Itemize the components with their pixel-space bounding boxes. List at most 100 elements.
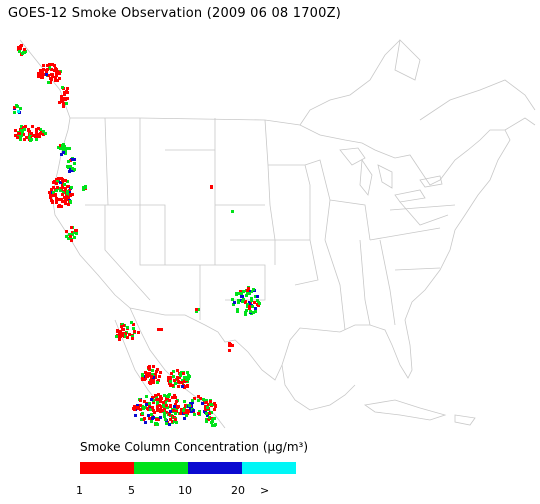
smoke-pixel bbox=[179, 412, 182, 415]
smoke-pixel bbox=[58, 101, 61, 104]
smoke-pixel bbox=[150, 398, 153, 401]
smoke-pixel bbox=[130, 321, 133, 324]
smoke-pixel bbox=[185, 378, 188, 381]
smoke-pixel bbox=[46, 64, 49, 67]
smoke-pixel bbox=[167, 394, 170, 397]
smoke-pixel bbox=[189, 402, 192, 405]
smoke-pixel bbox=[183, 417, 186, 420]
smoke-pixel bbox=[39, 128, 42, 131]
smoke-pixel bbox=[248, 307, 251, 310]
smoke-pixel bbox=[190, 410, 193, 413]
smoke-pixel bbox=[165, 404, 168, 407]
smoke-pixel bbox=[171, 420, 174, 423]
legend-tick-10: 10 bbox=[178, 484, 192, 497]
smoke-pixel bbox=[152, 416, 155, 419]
smoke-pixel bbox=[145, 403, 148, 406]
smoke-pixel bbox=[163, 415, 166, 418]
smoke-pixel bbox=[245, 294, 248, 297]
smoke-pixel bbox=[150, 413, 153, 416]
smoke-pixel bbox=[44, 132, 47, 135]
smoke-pixel bbox=[239, 299, 242, 302]
smoke-pixel bbox=[64, 199, 67, 202]
smoke-pixel bbox=[237, 299, 240, 302]
smoke-pixel bbox=[158, 375, 161, 378]
smoke-pixel bbox=[63, 196, 66, 199]
legend-color-bar bbox=[80, 462, 296, 474]
smoke-pixel bbox=[183, 380, 186, 383]
smoke-pixel bbox=[157, 393, 160, 396]
smoke-pixel bbox=[173, 420, 176, 423]
smoke-pixel bbox=[176, 376, 179, 379]
smoke-pixel bbox=[258, 302, 261, 305]
smoke-pixel bbox=[69, 165, 72, 168]
smoke-pixel bbox=[228, 342, 231, 345]
smoke-pixel bbox=[71, 167, 74, 170]
smoke-pixel bbox=[71, 193, 74, 196]
smoke-pixel bbox=[50, 68, 53, 71]
smoke-pixel bbox=[236, 310, 239, 313]
smoke-pixel bbox=[37, 127, 40, 130]
smoke-pixel bbox=[156, 398, 159, 401]
smoke-pixel bbox=[176, 369, 179, 372]
smoke-pixel bbox=[73, 158, 76, 161]
smoke-pixel bbox=[168, 412, 171, 415]
smoke-pixel bbox=[82, 186, 85, 189]
smoke-pixel bbox=[49, 81, 52, 84]
smoke-pixel bbox=[50, 188, 53, 191]
smoke-pixel bbox=[152, 376, 155, 379]
smoke-pixel bbox=[162, 401, 165, 404]
smoke-pixel bbox=[59, 205, 62, 208]
smoke-pixel bbox=[55, 72, 58, 75]
smoke-pixel bbox=[73, 236, 76, 239]
smoke-pixel bbox=[58, 72, 61, 75]
smoke-pixel bbox=[137, 407, 140, 410]
smoke-pixel bbox=[253, 301, 256, 304]
smoke-pixel bbox=[55, 178, 58, 181]
smoke-pixel bbox=[183, 407, 186, 410]
smoke-pixel bbox=[195, 308, 198, 311]
smoke-pixel bbox=[210, 421, 213, 424]
legend-tick-gt: > bbox=[260, 484, 270, 497]
smoke-pixel bbox=[250, 297, 253, 300]
smoke-pixel bbox=[70, 239, 73, 242]
smoke-pixel bbox=[165, 422, 168, 425]
smoke-pixel bbox=[62, 97, 65, 100]
smoke-pixel bbox=[187, 374, 190, 377]
smoke-pixel bbox=[198, 410, 201, 413]
smoke-pixel bbox=[54, 194, 57, 197]
smoke-pixel bbox=[189, 407, 192, 410]
smoke-pixel bbox=[71, 158, 74, 161]
smoke-pixel bbox=[160, 405, 163, 408]
smoke-pixel bbox=[150, 375, 153, 378]
smoke-pixel bbox=[186, 385, 189, 388]
smoke-pixel bbox=[188, 404, 191, 407]
smoke-pixel bbox=[197, 399, 200, 402]
smoke-pixel bbox=[168, 423, 171, 426]
smoke-pixel bbox=[32, 134, 35, 137]
smoke-pixel bbox=[49, 196, 52, 199]
smoke-pixel bbox=[118, 330, 121, 333]
smoke-pixel bbox=[204, 399, 207, 402]
smoke-pixel bbox=[118, 333, 121, 336]
smoke-pixel bbox=[154, 394, 157, 397]
smoke-pixel bbox=[69, 159, 72, 162]
smoke-pixel bbox=[207, 418, 210, 421]
smoke-pixel bbox=[61, 86, 64, 89]
smoke-pixel bbox=[158, 404, 161, 407]
smoke-pixel bbox=[64, 152, 67, 155]
smoke-pixel bbox=[133, 330, 136, 333]
smoke-pixel bbox=[19, 135, 22, 138]
smoke-pixel bbox=[178, 376, 181, 379]
smoke-pixel bbox=[16, 136, 19, 139]
smoke-pixel bbox=[163, 412, 166, 415]
smoke-pixel bbox=[120, 325, 123, 328]
canada-coast bbox=[19, 39, 536, 131]
smoke-pixel bbox=[256, 295, 259, 298]
smoke-pixel bbox=[136, 404, 139, 407]
smoke-pixel bbox=[42, 64, 45, 67]
smoke-pixel bbox=[202, 398, 205, 401]
legend-tick-20: 20 bbox=[231, 484, 245, 497]
smoke-pixel bbox=[68, 191, 71, 194]
smoke-pixel bbox=[126, 326, 129, 329]
smoke-pixel bbox=[71, 233, 74, 236]
